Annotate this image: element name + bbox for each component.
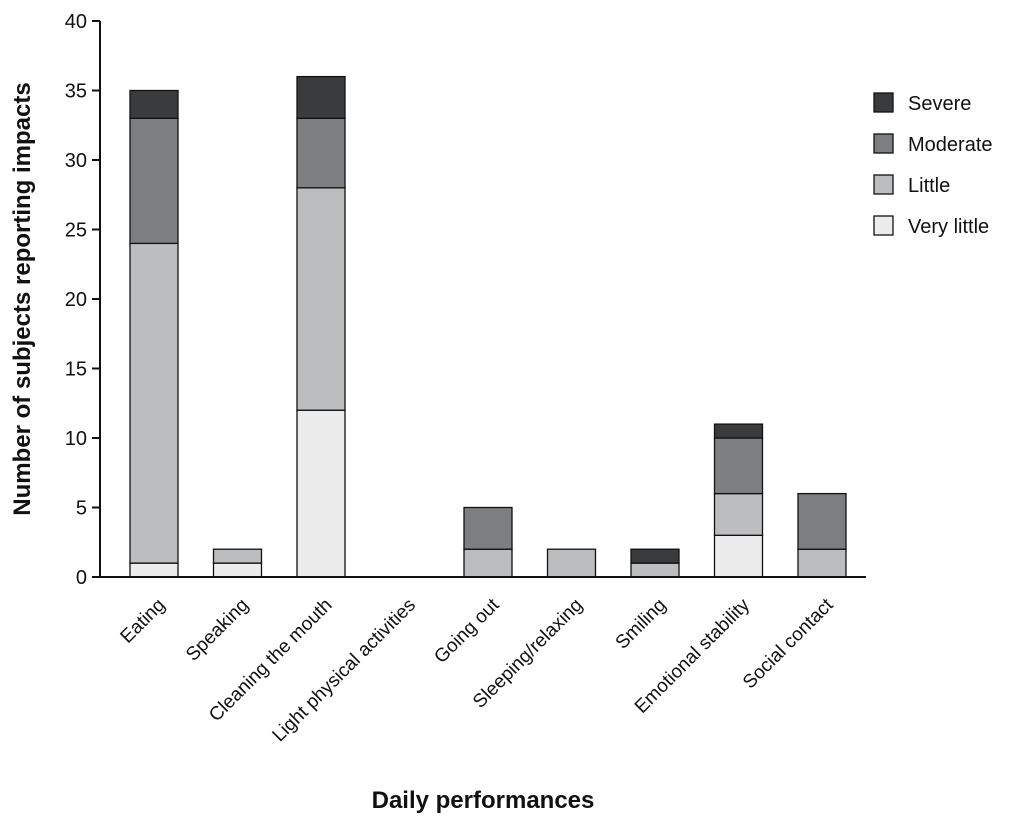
bar-segment-severe — [296, 75, 346, 119]
legend: Severe Moderate Little Very little — [873, 92, 993, 238]
bar-segment-severe — [630, 548, 680, 564]
bar-segment-little — [129, 242, 179, 564]
y-tick-label: 25 — [65, 220, 87, 242]
legend-swatch-moderate — [873, 133, 894, 154]
bar-segment-little — [630, 562, 680, 578]
bar-segment-very-little — [212, 562, 263, 578]
bar-segment-moderate — [713, 437, 764, 495]
x-tick-label: Smiling — [612, 595, 671, 654]
y-axis: 0 5 10 15 20 25 30 35 40 — [65, 11, 101, 589]
bar-segment-very-little — [129, 562, 179, 578]
bar-segment-little — [463, 548, 513, 578]
bar-segment-very-little — [713, 534, 764, 578]
x-axis-title: Daily performances — [372, 787, 595, 814]
x-tick-label: Light physical activities — [269, 595, 421, 747]
bar-segment-very-little — [296, 409, 346, 578]
bar-segment-moderate — [463, 506, 513, 550]
y-tick-label: 35 — [65, 81, 87, 103]
bar-segment-little — [797, 548, 847, 578]
legend-label-severe: Severe — [908, 93, 971, 115]
legend-swatch-little — [873, 174, 894, 195]
x-tick-label: Eating — [117, 595, 170, 648]
y-axis-title: Number of subjects reporting impacts — [9, 82, 36, 515]
y-tick-label: 30 — [65, 150, 87, 172]
bar-segment-severe — [713, 423, 764, 439]
legend-label-very-little: Very little — [908, 216, 989, 238]
y-tick-label: 40 — [65, 11, 87, 33]
bar-segment-severe — [129, 89, 179, 119]
bars — [129, 75, 847, 578]
y-tick-label: 10 — [65, 428, 87, 450]
bar-segment-little — [713, 492, 764, 536]
legend-swatch-very-little — [873, 215, 894, 236]
bar-segment-little — [296, 187, 346, 411]
bar-segment-moderate — [129, 117, 179, 245]
x-tick-label: Going out — [430, 594, 504, 668]
y-tick-label: 15 — [65, 359, 87, 381]
x-tick-label: Speaking — [182, 595, 253, 666]
bar-segment-little — [546, 548, 597, 578]
legend-label-little: Little — [908, 175, 950, 197]
x-tick-label: Social contact — [739, 594, 838, 693]
bar-segment-little — [212, 548, 263, 564]
y-tick-label: 0 — [76, 567, 87, 589]
legend-label-moderate: Moderate — [908, 134, 993, 156]
legend-swatch-severe — [873, 92, 894, 113]
bar-segment-moderate — [296, 117, 346, 189]
y-tick-label: 5 — [76, 498, 87, 520]
y-tick-label: 20 — [65, 289, 87, 311]
bar-segment-moderate — [797, 492, 847, 550]
